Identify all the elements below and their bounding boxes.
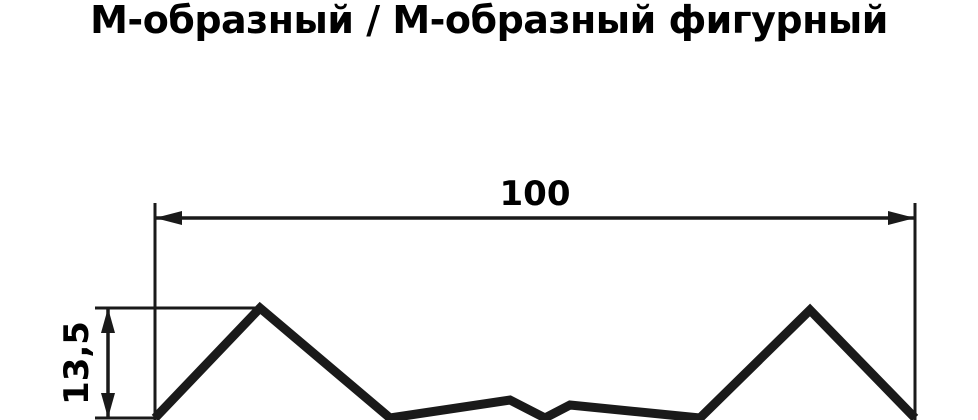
width-arrowhead-right [888, 211, 915, 225]
height-arrowhead-bottom [101, 393, 115, 418]
page-title: М-образный / М-образный фигурный [90, 0, 888, 42]
width-arrowhead-left [155, 211, 182, 225]
width-dimension-label: 100 [500, 174, 571, 214]
width-dimension: 100 [155, 174, 915, 225]
height-dimension: 13,5 [57, 308, 115, 418]
profile-outline [151, 301, 919, 420]
height-arrowhead-top [101, 308, 115, 333]
height-dimension-label: 13,5 [57, 321, 97, 405]
extension-lines [95, 203, 917, 420]
